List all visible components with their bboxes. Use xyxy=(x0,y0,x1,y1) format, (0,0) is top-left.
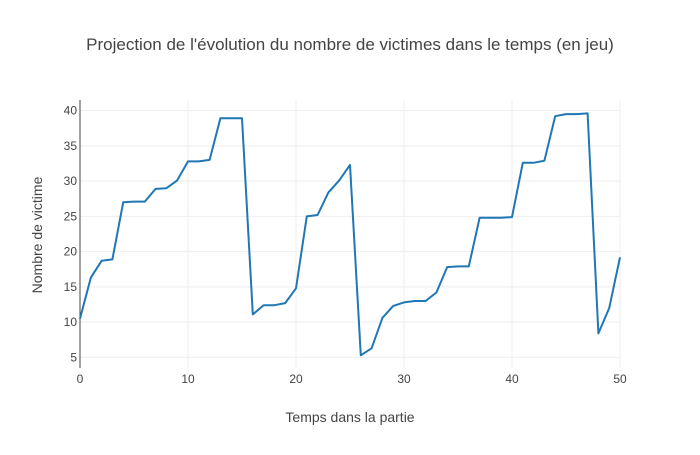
x-tick-label: 0 xyxy=(77,372,84,386)
y-axis-label: Nombre de victime xyxy=(29,176,45,293)
y-tick-label: 40 xyxy=(64,104,78,118)
gridlines xyxy=(80,100,621,368)
x-tick-label: 40 xyxy=(505,372,519,386)
y-tick-label: 30 xyxy=(64,174,78,188)
series-line xyxy=(79,112,621,357)
x-tick-label: 20 xyxy=(289,372,303,386)
y-tick-label: 25 xyxy=(64,209,78,223)
chart-title: Projection de l'évolution du nombre de v… xyxy=(86,35,614,54)
y-tick-label: 20 xyxy=(64,245,78,259)
series-lines xyxy=(79,112,621,357)
x-axis-label: Temps dans la partie xyxy=(285,409,414,425)
y-tick-label: 10 xyxy=(64,315,78,329)
tick-labels: 0 10 20 30 40 50 5 10 15 20 25 30 35 40 xyxy=(64,104,627,386)
y-tick-label: 15 xyxy=(64,280,78,294)
x-tick-label: 30 xyxy=(397,372,411,386)
y-tick-label: 5 xyxy=(70,350,77,364)
x-tick-label: 10 xyxy=(181,372,195,386)
x-tick-label: 50 xyxy=(613,372,627,386)
y-tick-label: 35 xyxy=(64,139,78,153)
